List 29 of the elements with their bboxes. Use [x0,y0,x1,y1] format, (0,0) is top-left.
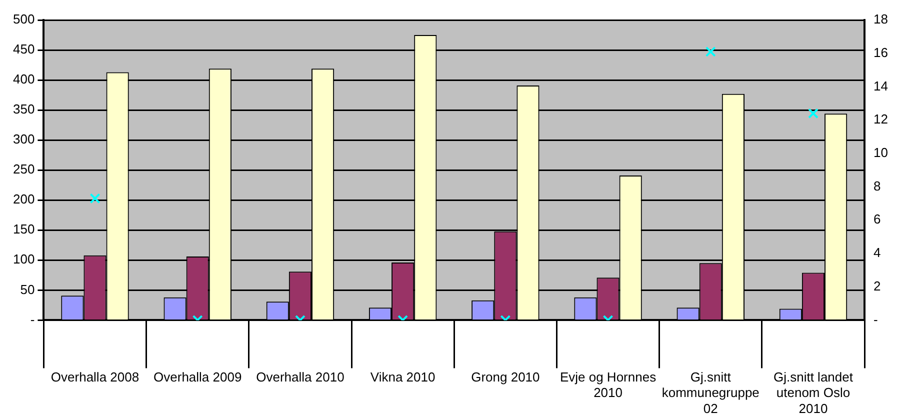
y2-tick-label: 12 [874,112,888,127]
y-tick-label: 150 [12,222,35,237]
y2-tick-label: 6 [874,212,881,227]
y-tick-label: 250 [12,162,35,177]
y2-tick-label: 8 [874,178,881,194]
y-tick-label: 200 [12,192,35,207]
y2-tick-label: 2 [874,278,881,294]
y2-tick-label: 4 [874,245,881,260]
y2-tick-label: 10 [874,145,888,160]
y-tick-label: 500 [12,12,35,27]
y-tick-label: - [30,312,35,327]
y2-tick-label: 18 [874,12,888,27]
x-tick-label: Grong 2010 [471,370,540,385]
y-tick-label: 400 [12,72,35,87]
x-tick-label: Evje og Hornnes 2010 [560,370,657,400]
y2-tick-label: 16 [874,44,888,60]
x-tick-label: Overhalla 2008 [50,370,140,385]
x-tick-label: Gj.snitt kommunegruppe 02 [662,370,760,416]
y-tick-label: 300 [12,132,35,147]
y-tick-label: 450 [12,42,35,57]
x-tick-label: Overhalla 2009 [154,370,242,385]
y2-tick-label: - [874,312,878,327]
y-tick-label: 350 [12,102,35,117]
y2-tick-label: 14 [874,78,888,94]
x-tick-label: Gj.snitt landet utenom Oslo 2010 [773,370,854,416]
y-tick-label: 100 [12,252,35,267]
x-tick-label: Vikna 2010 [370,370,436,385]
y-tick-label: 50 [20,282,35,297]
x-tick-label: Overhalla 2010 [256,370,344,385]
